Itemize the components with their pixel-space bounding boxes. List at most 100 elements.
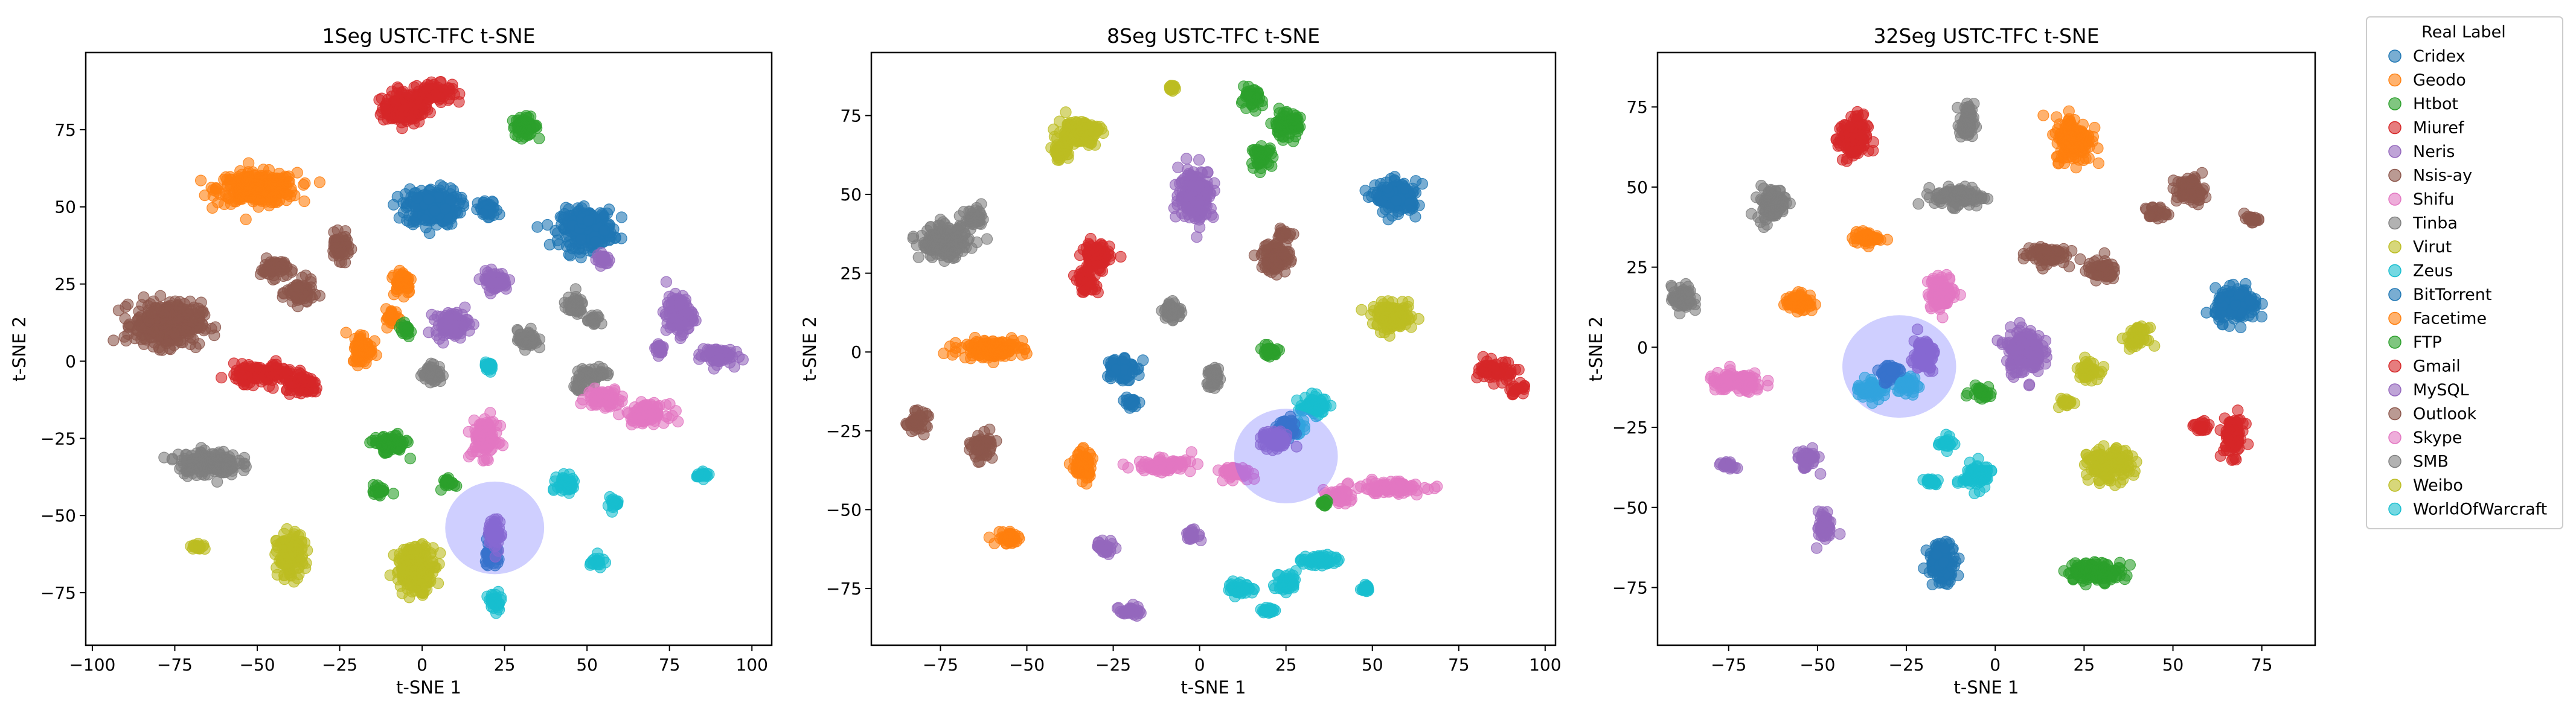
cluster-htbot [394,316,417,343]
plot-area [870,51,1557,646]
point [589,236,601,248]
cluster-virut [384,538,446,604]
point [368,485,380,497]
point [672,415,684,428]
cluster-htbot [367,479,400,502]
point [237,458,249,470]
point [453,88,466,100]
point [1062,148,1075,160]
point [418,547,430,559]
point [696,467,708,479]
cluster-tinba [511,322,546,356]
point [195,296,207,308]
point [1181,153,1193,165]
point [331,241,343,253]
point [484,407,496,419]
point [374,109,386,121]
point [398,291,410,303]
x-tick-label: −100 [69,655,115,675]
point [531,221,543,233]
point [286,266,298,278]
point [673,298,685,311]
cluster-virut [185,538,211,555]
point [379,99,392,111]
point [291,555,303,568]
point [1202,167,1214,179]
point [1183,168,1195,180]
point [1193,195,1205,207]
point [1287,135,1299,147]
cluster-zeus [548,468,580,499]
point [668,312,681,324]
point [195,174,207,186]
point [187,316,199,328]
point [704,346,716,358]
y-tick-label: 0 [65,351,76,371]
point [582,215,595,227]
cluster-tinba [415,357,449,389]
point [533,132,545,144]
point [404,453,417,465]
cluster-geodo [386,264,417,303]
point [522,335,534,347]
point [568,295,580,307]
point [415,102,428,115]
x-axis-label: t-SNE 1 [396,677,461,698]
cluster-skype [613,396,684,431]
point [1053,151,1065,164]
point [575,233,587,246]
point [1187,180,1199,192]
point [1193,154,1205,166]
point [119,313,131,325]
point [1254,152,1266,164]
point [419,214,431,226]
point [1241,86,1253,98]
cluster-zeus [479,356,498,378]
y-tick-label: 50 [54,197,76,217]
y-tick-label: 25 [54,275,76,295]
x-tick-label: 50 [576,655,598,675]
point [278,573,290,585]
point [429,205,441,217]
point [154,343,166,356]
point [165,317,178,329]
point [633,402,646,414]
point [682,308,694,320]
point [340,327,352,339]
point [940,228,952,241]
point [1383,202,1395,214]
point [436,88,448,100]
point [270,535,282,547]
point [181,465,193,477]
point [664,322,676,334]
point [595,317,607,330]
point [435,76,447,88]
point [459,301,471,313]
point [175,336,187,348]
point [145,306,157,319]
scatter-panel-1seg: −100 −75 −50 −25 0 25 50 75 100−75−50−2502550751… [9,24,773,698]
point [392,566,405,578]
point [387,488,400,500]
cluster-mysql [473,263,516,299]
highlight-ellipse [445,481,545,575]
point [251,362,263,374]
point [912,251,924,263]
point [313,176,326,188]
point [563,481,575,493]
point [181,454,193,467]
cluster-tinba [582,309,607,330]
point [107,334,120,346]
point [714,352,726,365]
point [1382,182,1394,194]
point [437,337,449,349]
cluster-cridex [388,179,470,240]
point [207,202,219,214]
point [402,554,414,567]
point [360,357,372,369]
point [1172,161,1184,173]
point [439,203,451,215]
point [472,430,485,442]
